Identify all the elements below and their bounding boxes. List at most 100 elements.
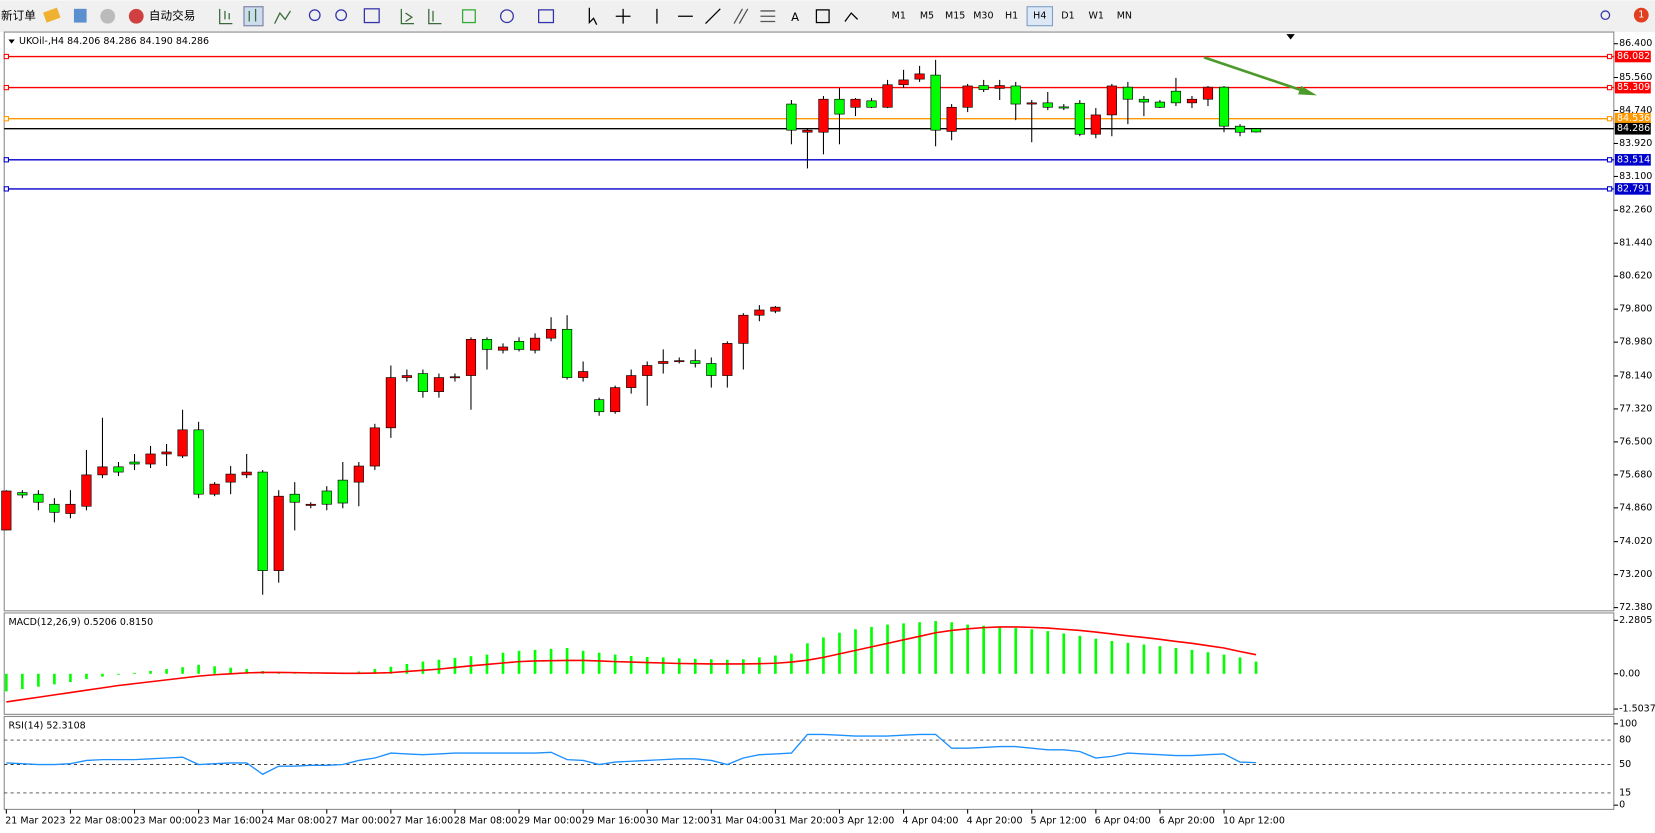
line-icon[interactable]: [274, 10, 291, 24]
y-tick-label: 84.740: [1619, 105, 1652, 116]
x-tick-label: 30 Mar 12:00: [646, 816, 709, 827]
level-label-bg: [1614, 183, 1651, 195]
bar-chart-icon[interactable]: [219, 8, 233, 25]
candle-body: [161, 451, 172, 455]
arrows-icon[interactable]: [844, 12, 859, 22]
auto-trading-button[interactable]: 自动交易: [149, 9, 195, 23]
candle-body: [946, 106, 957, 132]
x-tick-label: 10 Apr 12:00: [1223, 816, 1285, 827]
label-icon[interactable]: [815, 9, 830, 24]
text-tool[interactable]: A: [791, 10, 799, 24]
timeframe-button[interactable]: W1: [1088, 11, 1103, 22]
candle-body: [481, 339, 493, 350]
line-tools[interactable]: [656, 8, 721, 25]
level-handle[interactable]: [3, 186, 9, 192]
notification-count[interactable]: 1: [1638, 10, 1644, 21]
timeframe-button[interactable]: D1: [1061, 11, 1074, 22]
icon[interactable]: [42, 7, 61, 23]
y-tick-label: 82.260: [1619, 205, 1652, 216]
shift-icon[interactable]: [428, 8, 442, 25]
candle-body: [578, 371, 589, 378]
candle-body: [738, 314, 749, 344]
timeframe-button[interactable]: MN: [1117, 11, 1132, 22]
candle-body: [353, 465, 364, 483]
auto-trading-icon[interactable]: [128, 8, 144, 24]
level-handle[interactable]: [1606, 84, 1613, 91]
x-tick-label: 22 Mar 08:00: [69, 816, 132, 827]
candle-body: [241, 471, 252, 476]
tile-icon[interactable]: [363, 8, 380, 24]
candle-body: [594, 399, 605, 413]
level-label-bg: [1614, 112, 1651, 125]
candle-body: [337, 479, 348, 504]
crosshair-icon[interactable]: [615, 8, 631, 24]
rsi-panel: [3, 715, 1615, 810]
level-handle[interactable]: [1606, 186, 1613, 192]
period-icon[interactable]: [499, 9, 514, 24]
level-label: 82.791: [1617, 183, 1650, 194]
candle-body: [818, 98, 829, 133]
main-panel: [3, 31, 1615, 612]
x-tick-label: 6 Apr 04:00: [1095, 816, 1151, 827]
level-handle[interactable]: [1606, 116, 1613, 122]
notification-badge[interactable]: [1633, 7, 1649, 23]
candle-icon-bg[interactable]: [243, 6, 264, 27]
candle-body: [1234, 125, 1246, 133]
candle-body: [81, 474, 92, 507]
candle-body: [465, 339, 477, 376]
x-tick-label: 29 Mar 00:00: [518, 816, 581, 827]
candle-body: [1186, 98, 1198, 104]
y-tick-label: 79.800: [1619, 304, 1652, 315]
level-handle[interactable]: [1606, 157, 1613, 163]
zoom-in[interactable]: [308, 9, 321, 22]
level-handle[interactable]: [1606, 53, 1613, 60]
timeframe-button[interactable]: H4: [1033, 11, 1046, 22]
y-tick-label: 75.680: [1619, 469, 1652, 480]
indicator-icon[interactable]: [461, 9, 476, 24]
search-icon[interactable]: [1600, 10, 1611, 21]
rsi-tick-label: 15: [1619, 787, 1631, 798]
candle-body: [786, 103, 797, 131]
template-icon[interactable]: [538, 9, 555, 24]
candle-body: [1090, 114, 1101, 135]
candle-body: [914, 73, 925, 80]
candle-body: [17, 492, 28, 496]
candle-body: [497, 346, 509, 351]
icon[interactable]: [100, 8, 116, 24]
y-tick-label: 74.860: [1619, 502, 1652, 513]
timeframe-button[interactable]: M30: [973, 11, 993, 22]
candle-body: [49, 503, 60, 513]
y-tick-label: 83.100: [1619, 171, 1652, 182]
timeframe-button[interactable]: M15: [945, 11, 965, 22]
candle-body: [1122, 86, 1133, 100]
new-order-button[interactable]: 新订单: [1, 9, 36, 23]
y-tick-label: 86.400: [1619, 38, 1652, 49]
candle-icon[interactable]: [248, 8, 257, 22]
cursor-icon[interactable]: [588, 7, 598, 25]
candle-body: [1026, 102, 1037, 105]
x-tick-label: 5 Apr 12:00: [1031, 816, 1087, 827]
zoom-out[interactable]: [335, 9, 348, 22]
y-tick-label: 78.140: [1619, 370, 1652, 381]
y-tick-label: 73.200: [1619, 569, 1652, 580]
timeframe-button[interactable]: M5: [920, 11, 934, 22]
candle-body: [642, 365, 653, 376]
level-handle[interactable]: [3, 157, 9, 163]
menu-arrow[interactable]: [8, 39, 15, 44]
candle-body: [546, 328, 557, 339]
timeframe-button[interactable]: H1: [1005, 11, 1018, 22]
level-handle[interactable]: [3, 116, 9, 122]
level-handle[interactable]: [3, 53, 9, 60]
channel-tools[interactable]: [733, 8, 776, 24]
scroll-icon[interactable]: [400, 8, 415, 25]
arrow-head: [1298, 85, 1318, 96]
level-handle[interactable]: [3, 84, 9, 91]
candle-body: [97, 466, 108, 476]
level-label: 84.536: [1617, 113, 1650, 124]
icon[interactable]: [73, 8, 87, 23]
candle-body: [193, 429, 204, 495]
candle-body: [610, 387, 621, 413]
timeframe-button[interactable]: M1: [892, 11, 906, 22]
